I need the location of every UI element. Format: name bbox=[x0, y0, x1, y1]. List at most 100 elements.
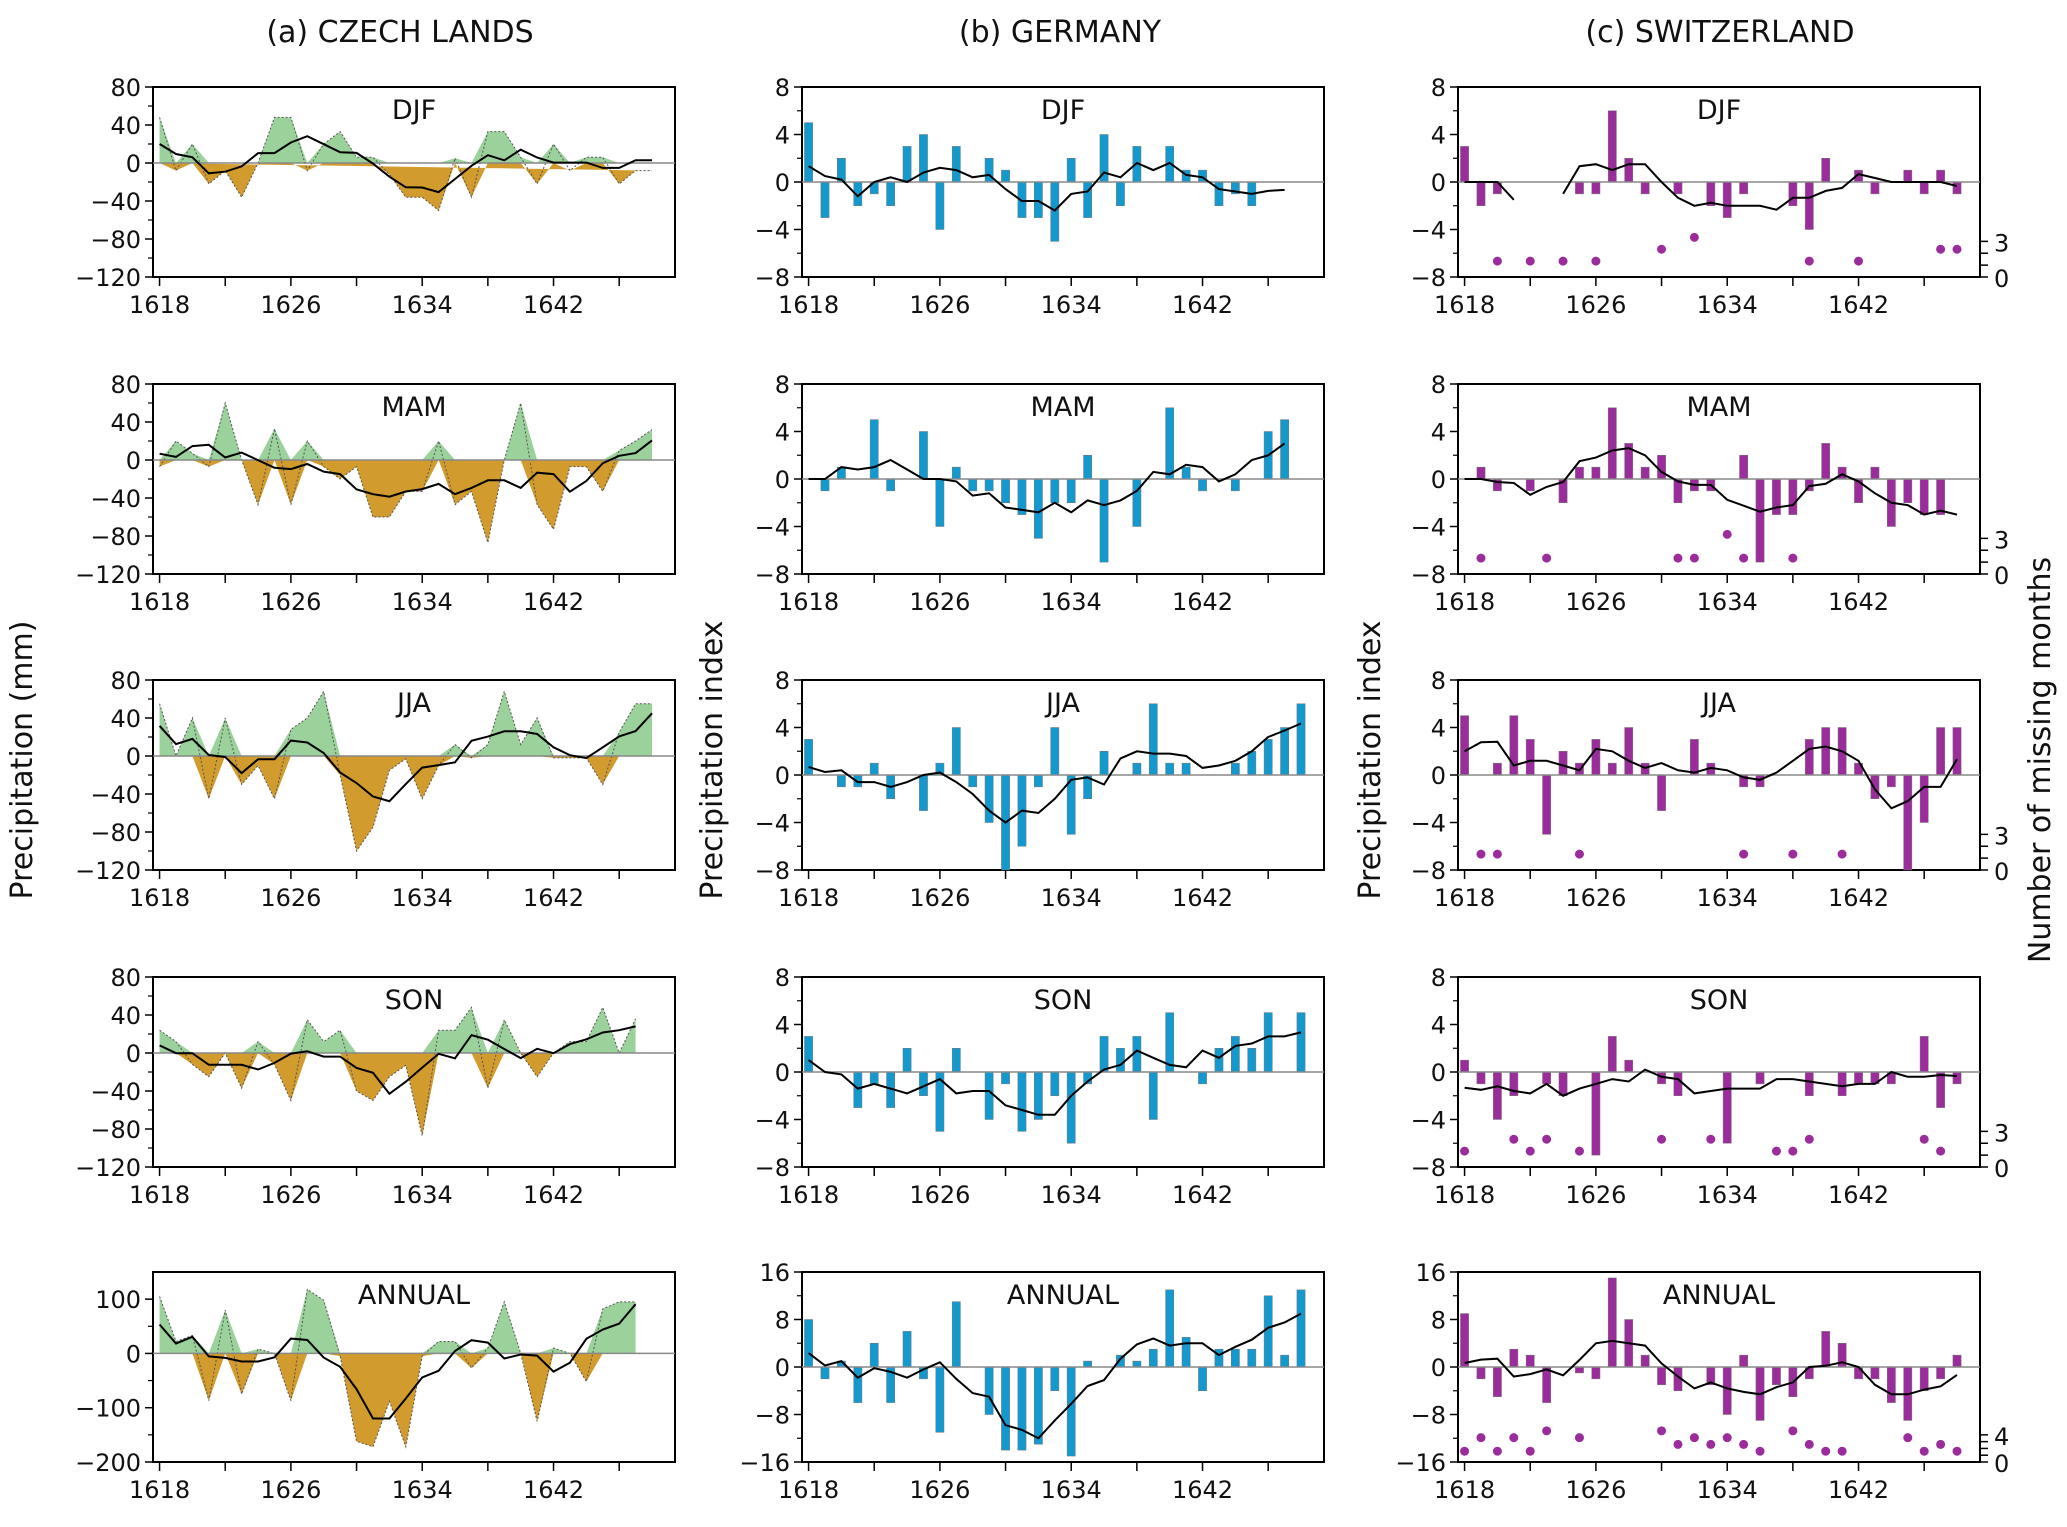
missing-months-dot bbox=[1952, 1446, 1962, 1456]
missing-months-dot bbox=[1804, 1134, 1814, 1144]
x-tick-label: 1634 bbox=[1041, 1476, 1102, 1504]
bar bbox=[1788, 478, 1798, 515]
bar bbox=[1280, 419, 1289, 480]
bar bbox=[1870, 466, 1880, 480]
bar bbox=[1722, 1366, 1732, 1415]
bar bbox=[1804, 739, 1814, 776]
bar bbox=[1296, 703, 1306, 776]
bar bbox=[1132, 762, 1142, 776]
bar bbox=[820, 478, 830, 492]
missing-months-dot bbox=[1542, 553, 1552, 563]
x-tick-label: 1626 bbox=[260, 884, 321, 912]
y-tick-label: −80 bbox=[90, 226, 141, 254]
bar bbox=[1460, 1313, 1469, 1368]
bar bbox=[1247, 1048, 1257, 1073]
missing-months-dot bbox=[1952, 244, 1962, 254]
x-tick-label: 1626 bbox=[909, 1476, 970, 1504]
x-tick-label: 1634 bbox=[392, 588, 453, 616]
y-tick-label: −8 bbox=[755, 561, 790, 589]
y-tick-label: 8 bbox=[1431, 371, 1446, 399]
ylabel-switzerland-index: Precipitation index bbox=[1353, 620, 1388, 899]
negative-area bbox=[159, 756, 653, 851]
bar bbox=[886, 181, 895, 206]
missing-months-dot bbox=[1657, 244, 1667, 254]
bar bbox=[1607, 1036, 1617, 1073]
bar bbox=[1804, 181, 1814, 230]
bar bbox=[1214, 1048, 1224, 1073]
missing-months-dot bbox=[1936, 244, 1946, 254]
bar bbox=[820, 1366, 830, 1380]
running-mean-line bbox=[159, 1025, 636, 1096]
bar bbox=[1001, 1071, 1010, 1085]
bar bbox=[1591, 466, 1601, 480]
bar bbox=[1821, 443, 1831, 480]
bar bbox=[1607, 762, 1617, 776]
missing-months-dot bbox=[1821, 1446, 1831, 1456]
running-mean-line bbox=[1464, 740, 1958, 810]
missing-months-dot bbox=[1460, 1446, 1470, 1456]
bar bbox=[1591, 739, 1601, 776]
x-tick-label: 1634 bbox=[392, 1476, 453, 1504]
bar bbox=[1952, 1071, 1962, 1085]
running-mean-line bbox=[159, 439, 653, 498]
y-tick-label: −8 bbox=[755, 264, 790, 292]
bar bbox=[1509, 1348, 1519, 1368]
y-tick-label: 80 bbox=[110, 667, 141, 695]
missing-months-dot bbox=[1689, 553, 1699, 563]
y-tick-label: −120 bbox=[75, 1154, 141, 1182]
missing-months-dot bbox=[1542, 1426, 1552, 1436]
x-tick-label: 1642 bbox=[523, 1476, 584, 1504]
x-tick-label: 1618 bbox=[778, 884, 839, 912]
x-tick-label: 1626 bbox=[909, 1181, 970, 1209]
bar bbox=[869, 419, 879, 480]
bar bbox=[1690, 739, 1699, 776]
y-tick-label: 8 bbox=[775, 964, 790, 992]
bar bbox=[1657, 1366, 1666, 1386]
bar bbox=[1624, 158, 1634, 183]
y-tick-label: −8 bbox=[755, 1154, 790, 1182]
season-label: JJA bbox=[395, 688, 431, 719]
bar bbox=[984, 478, 994, 492]
x-tick-label: 1634 bbox=[1041, 291, 1102, 319]
bar bbox=[1837, 466, 1847, 480]
bar bbox=[1903, 774, 1913, 871]
missing-months-dot bbox=[1755, 1446, 1765, 1456]
missing-months-dot bbox=[1689, 232, 1699, 242]
missing-months-dot bbox=[1771, 1146, 1781, 1156]
bar bbox=[1165, 1289, 1175, 1368]
missing-axis-label: 3 bbox=[1994, 526, 2009, 554]
y-tick-label: 0 bbox=[126, 1340, 141, 1368]
bar bbox=[1575, 1366, 1584, 1374]
y-tick-label: −40 bbox=[90, 1078, 141, 1106]
y-tick-label: 0 bbox=[1431, 1354, 1446, 1382]
y-tick-label: −4 bbox=[755, 514, 790, 542]
missing-months-dot bbox=[1788, 1426, 1798, 1436]
y-tick-label: −200 bbox=[75, 1449, 141, 1477]
bar bbox=[1181, 1337, 1191, 1368]
x-tick-label: 1618 bbox=[778, 1181, 839, 1209]
x-tick-label: 1642 bbox=[1172, 1476, 1233, 1504]
bar bbox=[1525, 739, 1535, 776]
bar bbox=[1558, 751, 1568, 776]
bar bbox=[820, 181, 830, 218]
bar bbox=[1657, 455, 1666, 480]
y-tick-label: 40 bbox=[110, 705, 141, 733]
missing-months-dot bbox=[1509, 1433, 1519, 1443]
bar bbox=[1870, 181, 1880, 195]
y-tick-label: 4 bbox=[1431, 122, 1446, 150]
bar bbox=[1476, 466, 1486, 480]
bar bbox=[1493, 1366, 1502, 1397]
x-tick-label: 1642 bbox=[523, 884, 584, 912]
bar bbox=[1624, 1059, 1634, 1073]
bar bbox=[1066, 1071, 1076, 1144]
missing-months-dot bbox=[1476, 849, 1486, 859]
bar bbox=[1755, 774, 1765, 788]
y-tick-label: 0 bbox=[126, 743, 141, 771]
bar bbox=[1263, 1295, 1273, 1368]
x-tick-label: 1642 bbox=[1828, 588, 1889, 616]
bar bbox=[1903, 478, 1913, 503]
running-mean-line bbox=[808, 161, 1285, 212]
missing-months-dot bbox=[1722, 529, 1732, 539]
